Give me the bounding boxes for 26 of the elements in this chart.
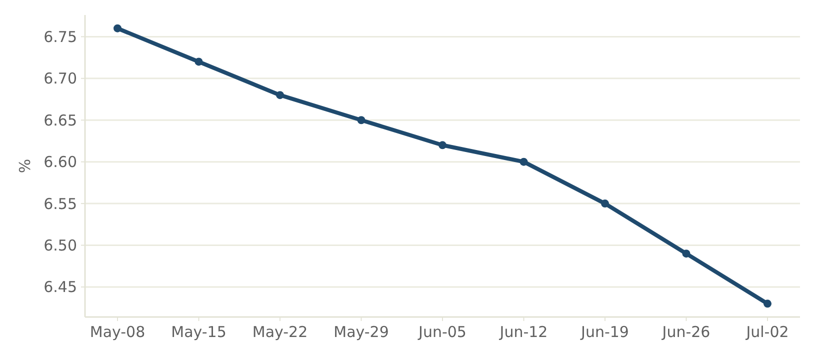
point (764, 300, 772, 308)
x-tick-label: May-15 (171, 323, 226, 341)
point (682, 250, 690, 258)
point (601, 200, 609, 208)
point (520, 158, 528, 166)
y-tick-label: 6.65 (44, 111, 77, 130)
y-tick-label: 6.50 (44, 236, 77, 255)
x-tick-label: May-22 (252, 323, 308, 341)
y-tick-label: 6.75 (44, 28, 77, 46)
x-tick-label: May-08 (90, 323, 146, 341)
y-tick-label: 6.45 (44, 278, 77, 296)
point (438, 141, 446, 150)
point (194, 58, 203, 66)
y-axis-title: % (16, 158, 34, 174)
y-tick-label: 6.60 (44, 153, 77, 172)
point (276, 91, 284, 100)
y-tick-label: 6.70 (44, 70, 77, 88)
x-tick-label: Jun-19 (580, 323, 629, 341)
x-tick-label: Jun-12 (498, 323, 548, 341)
x-tick-label: May-29 (334, 323, 389, 341)
x-tick-label: Jun-26 (661, 323, 710, 341)
x-tick-label: Jul-02 (745, 323, 789, 341)
y-tick-label: 6.55 (44, 194, 77, 213)
point (114, 24, 122, 32)
x-tick-label: Jun-05 (418, 323, 466, 341)
point (357, 116, 366, 124)
